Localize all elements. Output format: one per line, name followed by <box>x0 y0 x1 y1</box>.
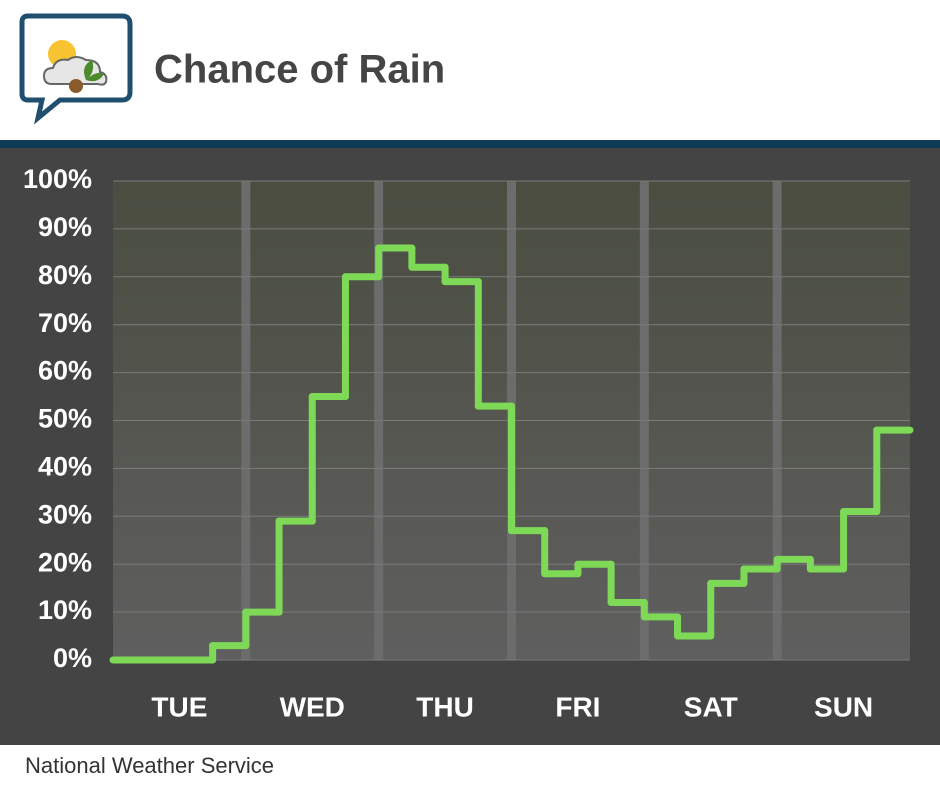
y-tick-label: 70% <box>38 308 92 338</box>
y-tick-label: 100% <box>23 164 92 194</box>
header <box>0 0 940 140</box>
y-tick-label: 0% <box>53 643 92 673</box>
logo-icon <box>19 13 133 125</box>
y-tick-label: 60% <box>38 356 92 386</box>
y-tick-label: 20% <box>38 547 92 577</box>
x-tick-label: THU <box>416 691 474 722</box>
y-tick-label: 30% <box>38 499 92 529</box>
x-tick-label: FRI <box>555 691 600 722</box>
y-tick-label: 40% <box>38 452 92 482</box>
y-tick-label: 80% <box>38 260 92 290</box>
x-tick-label: WED <box>280 691 345 722</box>
x-tick-label: SAT <box>684 691 738 722</box>
x-tick-label: TUE <box>151 691 207 722</box>
y-tick-label: 50% <box>38 404 92 434</box>
y-tick-label: 10% <box>38 595 92 625</box>
header-rule <box>0 140 940 148</box>
y-tick-label: 90% <box>38 212 92 242</box>
x-tick-label: SUN <box>814 691 873 722</box>
chart-title: Chance of Rain <box>154 48 445 92</box>
source: National Weather Service <box>25 753 274 778</box>
